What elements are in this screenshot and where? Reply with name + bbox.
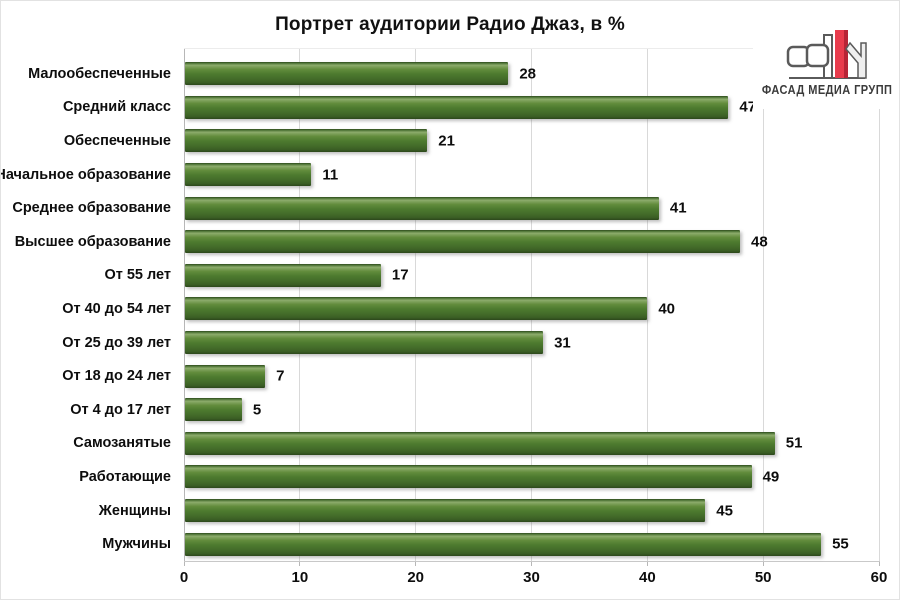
category-label: Малообеспеченные [28, 65, 171, 82]
value-label: 7 [276, 367, 285, 385]
bar [185, 95, 729, 119]
value-label: 45 [716, 502, 733, 520]
category-label: От 40 до 54 лет [62, 300, 171, 317]
bar [185, 129, 428, 153]
value-label: 51 [785, 434, 803, 452]
bar-row: От 25 до 39 лет 31 [1, 326, 899, 360]
x-axis-tick [183, 562, 185, 566]
bar-row: Самозанятые 51 [1, 427, 899, 461]
x-axis-tick [299, 562, 301, 566]
category-label: Обеспеченные [63, 132, 171, 149]
bar [185, 465, 752, 489]
x-tick-label: 40 [638, 569, 656, 586]
bar-row: Средний класс 47 [1, 91, 899, 125]
category-label: Мужчины [102, 536, 171, 553]
bar [185, 196, 659, 220]
bars-layer: Малообеспеченные 28 Средний класс 47 Обеспеч… [1, 57, 899, 561]
x-tick-label: 50 [754, 569, 772, 586]
x-tick-label: 20 [407, 569, 424, 586]
bar-row: От 55 лет 17 [1, 259, 899, 293]
logo-mark-icon [786, 30, 867, 79]
bar [185, 163, 312, 187]
x-axis-tick [878, 562, 880, 566]
logo: ФАСАД МЕДИА ГРУПП [753, 27, 899, 109]
category-label: Работающие [79, 468, 171, 485]
bar-row: Женщины 45 [1, 494, 899, 528]
bar-row: Обеспеченные 21 [1, 124, 899, 158]
bar [185, 263, 381, 287]
category-label: От 55 лет [104, 267, 171, 284]
value-label: 40 [658, 300, 676, 318]
x-tick-label: 30 [523, 569, 540, 586]
category-label: От 25 до 39 лет [62, 334, 171, 351]
category-label: Высшее образование [14, 233, 171, 250]
gridline [878, 48, 880, 561]
bar-row: Мужчины 55 [1, 527, 899, 561]
value-label: 55 [832, 535, 849, 553]
value-label: 31 [554, 334, 571, 352]
bar-row: Начальное образование 11 [1, 158, 899, 192]
bar-row: Среднее образование 41 [1, 191, 899, 225]
x-axis-tick [415, 562, 417, 566]
bar [185, 532, 822, 556]
category-label: Женщины [98, 502, 171, 519]
value-label: 21 [438, 132, 455, 150]
x-axis-tick [646, 562, 648, 566]
bar-row: От 4 до 17 лет 5 [1, 393, 899, 427]
bar [185, 230, 740, 254]
x-axis-line [184, 561, 880, 562]
category-label: Среднее образование [12, 200, 171, 217]
bar [185, 297, 648, 321]
category-label: Самозанятые [73, 435, 171, 452]
value-label: 41 [669, 199, 687, 217]
bar [185, 62, 509, 86]
x-tick-label: 60 [870, 569, 888, 586]
value-label: 49 [762, 468, 780, 486]
value-label: 28 [519, 65, 537, 83]
y-axis-line [183, 48, 185, 561]
bar [185, 364, 266, 388]
x-tick-label: 10 [291, 569, 309, 586]
gridline [646, 48, 648, 561]
bar [185, 431, 775, 455]
value-label: 47 [739, 98, 757, 116]
category-label: Начальное образование [0, 166, 171, 183]
value-label: 11 [322, 166, 339, 184]
x-axis-tick [531, 562, 532, 566]
bar [185, 331, 544, 355]
plot-top-border [184, 48, 879, 49]
bar-row: От 40 до 54 лет 40 [1, 292, 899, 326]
category-label: От 18 до 24 лет [62, 368, 171, 385]
chart-title: Портрет аудитории Радио Джаз, в % [275, 14, 625, 35]
logo-text: ФАСАД МЕДИА ГРУПП [761, 83, 893, 97]
x-axis-tick [762, 562, 764, 566]
bar-row: От 18 до 24 лет 7 [1, 359, 899, 393]
value-label: 48 [751, 233, 768, 251]
gridline [762, 48, 764, 561]
value-label: 17 [391, 266, 409, 284]
bar [185, 398, 242, 422]
category-label: От 4 до 17 лет [70, 401, 171, 418]
x-tick-label: 0 [179, 569, 189, 586]
bar-row: Высшее образование 48 [1, 225, 899, 259]
bar-row: Малообеспеченные 28 [1, 57, 899, 91]
category-label: Средний класс [62, 99, 171, 116]
bar [185, 499, 706, 523]
bar-row: Работающие 49 [1, 460, 899, 494]
value-label: 5 [252, 401, 262, 419]
